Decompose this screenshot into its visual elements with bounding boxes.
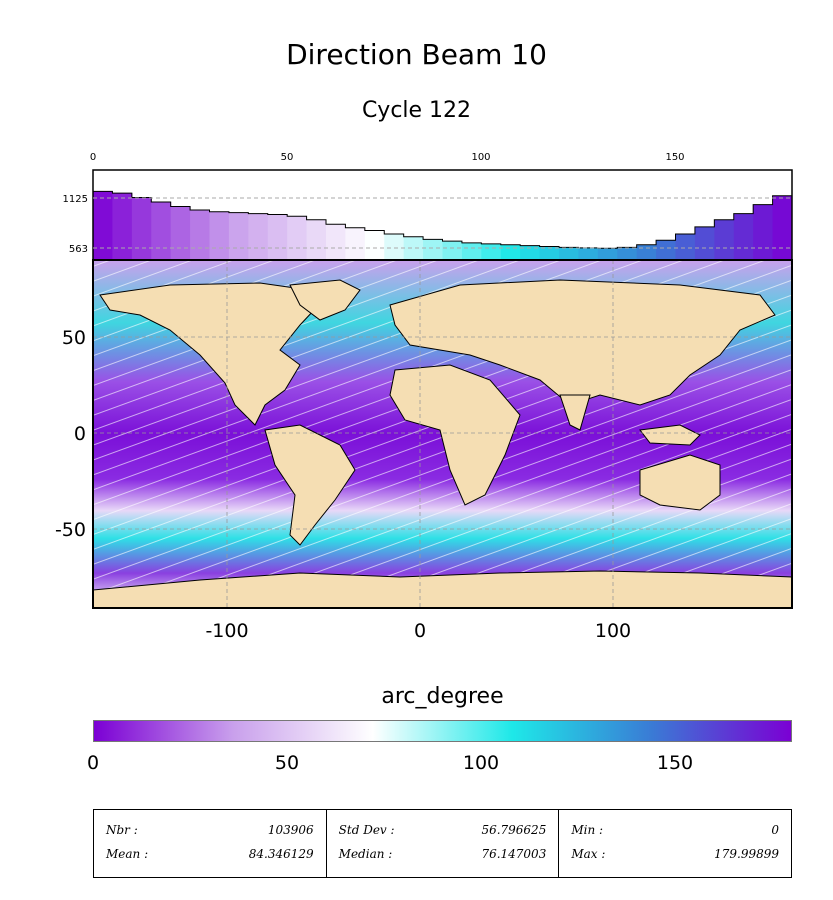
colorbar [93,720,792,742]
histogram-bar [694,226,715,260]
histogram-bar [170,206,191,260]
histogram-bar [306,219,327,260]
stat-label: Max : [571,847,606,861]
hist-x-tick: 50 [281,152,294,163]
histogram-bar [559,247,579,260]
histogram: 0 50 100 150 563 1125 [63,152,793,260]
stats-column: Min : 0 Max : 179.99899 [559,810,791,877]
chart-title: Direction Beam 10 [286,38,547,71]
histogram-bar [287,216,308,260]
stat-value: 0 [771,823,780,837]
histogram-bar [131,197,152,260]
histogram-bar [753,204,774,260]
colorbar-tick: 100 [462,752,500,774]
stat-value: 76.147003 [481,847,547,861]
stat-label: Mean : [106,847,149,861]
histogram-bar [228,212,249,260]
histogram-bar [578,247,599,260]
histogram-bar [267,214,288,260]
histogram-bar [248,213,269,260]
histogram-bar [190,210,210,260]
histogram-bar [617,247,638,260]
stats-column: Std Dev : 56.796625 Median : 76.147003 [327,810,560,877]
histogram-bar [345,227,366,260]
histogram-bar [461,242,482,260]
colorbar-tick: 0 [86,752,100,774]
map-x-tick: -100 [205,620,248,642]
stat-label: Median : [338,847,393,861]
stat-value: 56.796625 [481,823,547,837]
histogram-bar [326,224,346,260]
colorbar-tick: 50 [274,752,300,774]
hist-y-tick: 1125 [63,194,88,205]
map-x-tick: 0 [414,620,426,642]
stat-label: Std Dev : [338,823,395,837]
stat-value: 84.346129 [248,847,314,861]
histogram-bar [656,240,676,260]
chart-subtitle: Cycle 122 [361,98,472,123]
histogram-bar [675,234,696,260]
histogram-bar [500,244,521,260]
histogram-bar [364,230,385,260]
histogram-bar [772,195,793,260]
histogram-outline [93,190,792,249]
histogram-bar [442,241,463,260]
stat-value: 103906 [267,823,314,837]
histogram-bar [714,219,735,260]
histogram-bar [93,191,113,260]
hist-x-tick: 100 [471,152,490,163]
histogram-bar [384,234,405,260]
hist-x-tick: 0 [90,152,96,163]
histogram-bar [403,236,424,260]
map-x-tick: 100 [595,620,631,642]
statistics-table: Nbr : 103906 Mean : 84.346129 Std Dev : 56.… [93,809,792,878]
histogram-bar [151,202,172,260]
histogram-bar [112,193,133,260]
stat-label: Min : [571,823,604,837]
histogram-bar [520,245,541,260]
map-y-tick: -50 [55,519,86,541]
colorbar-title: arc_degree [381,684,504,709]
world-map: -100 0 100 50 0 -50 [55,259,793,642]
hist-x-tick: 150 [665,152,684,163]
histogram-bars [93,190,793,260]
hist-y-tick: 563 [69,244,88,255]
stats-column: Nbr : 103906 Mean : 84.346129 [94,810,327,877]
land-masses [92,279,793,609]
histogram-bar [733,213,754,260]
histogram-bar [423,239,443,260]
map-y-tick: 0 [74,423,86,445]
stat-value: 179.99899 [714,847,780,861]
histogram-bar [539,246,560,260]
histogram-bar [636,244,657,260]
stat-label: Nbr : [106,823,138,837]
colorbar-tick: 150 [656,752,694,774]
histogram-bar [209,211,230,260]
map-y-tick: 50 [62,327,86,349]
histogram-bar [597,248,618,260]
